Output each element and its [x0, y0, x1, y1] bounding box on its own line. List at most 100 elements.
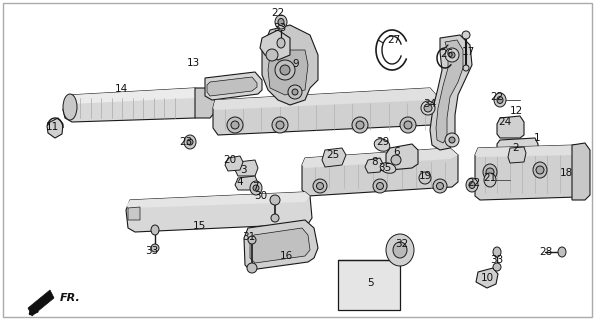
Ellipse shape: [393, 242, 407, 258]
Text: 33: 33: [145, 246, 159, 256]
Polygon shape: [63, 88, 200, 122]
Polygon shape: [436, 40, 463, 143]
Polygon shape: [365, 158, 383, 173]
Ellipse shape: [270, 195, 280, 205]
Text: 2: 2: [513, 143, 519, 153]
Polygon shape: [128, 207, 140, 220]
Ellipse shape: [253, 185, 259, 191]
Polygon shape: [207, 77, 257, 96]
Ellipse shape: [493, 247, 501, 257]
Polygon shape: [497, 116, 524, 138]
Text: 12: 12: [509, 106, 522, 116]
Polygon shape: [497, 138, 538, 160]
Polygon shape: [508, 147, 526, 163]
Ellipse shape: [352, 117, 368, 133]
Ellipse shape: [292, 89, 298, 95]
Ellipse shape: [313, 179, 327, 193]
Text: 17: 17: [461, 47, 475, 57]
Polygon shape: [28, 290, 54, 316]
Ellipse shape: [374, 139, 390, 151]
Polygon shape: [205, 72, 262, 100]
Polygon shape: [126, 192, 312, 232]
Text: 4: 4: [237, 177, 243, 187]
Text: 13: 13: [186, 58, 200, 68]
Text: 24: 24: [499, 117, 512, 127]
Ellipse shape: [483, 164, 497, 180]
Polygon shape: [476, 268, 498, 288]
Ellipse shape: [266, 49, 278, 61]
Polygon shape: [213, 88, 437, 110]
Ellipse shape: [404, 121, 412, 129]
Ellipse shape: [433, 179, 447, 193]
Polygon shape: [475, 145, 582, 200]
Polygon shape: [235, 176, 258, 190]
Text: 19: 19: [418, 171, 431, 181]
Text: 25: 25: [327, 150, 340, 160]
Polygon shape: [302, 148, 458, 168]
Text: 34: 34: [424, 99, 437, 109]
Polygon shape: [572, 143, 590, 200]
Polygon shape: [475, 145, 582, 157]
Ellipse shape: [187, 139, 193, 145]
Ellipse shape: [486, 168, 494, 176]
Ellipse shape: [373, 179, 387, 193]
Ellipse shape: [386, 234, 414, 266]
Ellipse shape: [151, 244, 159, 252]
Text: 33: 33: [273, 23, 287, 33]
Text: 5: 5: [367, 278, 373, 288]
Ellipse shape: [275, 15, 287, 29]
Text: 3: 3: [240, 165, 246, 175]
Ellipse shape: [462, 31, 470, 39]
Ellipse shape: [247, 263, 257, 273]
Text: 33: 33: [490, 255, 503, 265]
Polygon shape: [244, 220, 318, 270]
Ellipse shape: [280, 65, 290, 75]
Ellipse shape: [536, 166, 544, 174]
Polygon shape: [47, 118, 63, 138]
Ellipse shape: [231, 121, 239, 129]
Text: 35: 35: [378, 163, 392, 173]
Text: 10: 10: [480, 273, 494, 283]
Ellipse shape: [250, 181, 262, 195]
Text: 22: 22: [490, 92, 503, 102]
Ellipse shape: [400, 117, 416, 133]
Ellipse shape: [278, 19, 284, 26]
Text: 11: 11: [45, 122, 59, 132]
Text: 32: 32: [395, 239, 409, 249]
Text: 15: 15: [192, 221, 206, 231]
Text: 9: 9: [293, 59, 299, 69]
Ellipse shape: [151, 225, 159, 235]
Text: 18: 18: [559, 168, 572, 178]
Ellipse shape: [437, 182, 443, 189]
Polygon shape: [126, 192, 310, 208]
Ellipse shape: [271, 214, 279, 222]
Ellipse shape: [288, 85, 302, 99]
Ellipse shape: [272, 117, 288, 133]
Ellipse shape: [533, 162, 547, 178]
Text: 22: 22: [271, 8, 284, 18]
Text: 27: 27: [387, 35, 400, 45]
Text: 20: 20: [224, 155, 237, 165]
Ellipse shape: [317, 182, 324, 189]
Ellipse shape: [497, 97, 503, 103]
Ellipse shape: [276, 121, 284, 129]
Text: 28: 28: [540, 247, 553, 257]
Ellipse shape: [377, 182, 384, 189]
Polygon shape: [322, 148, 346, 167]
Polygon shape: [235, 160, 258, 176]
Ellipse shape: [484, 173, 496, 187]
Ellipse shape: [449, 137, 455, 143]
Ellipse shape: [466, 178, 478, 192]
Ellipse shape: [248, 236, 256, 244]
Text: 31: 31: [242, 232, 256, 242]
Ellipse shape: [356, 121, 364, 129]
Polygon shape: [386, 144, 418, 170]
Ellipse shape: [391, 155, 401, 165]
Ellipse shape: [493, 263, 501, 271]
Ellipse shape: [419, 172, 431, 184]
Polygon shape: [260, 30, 290, 60]
Polygon shape: [225, 156, 243, 171]
Text: 30: 30: [255, 191, 268, 201]
Text: FR.: FR.: [60, 293, 81, 303]
Polygon shape: [65, 88, 200, 104]
